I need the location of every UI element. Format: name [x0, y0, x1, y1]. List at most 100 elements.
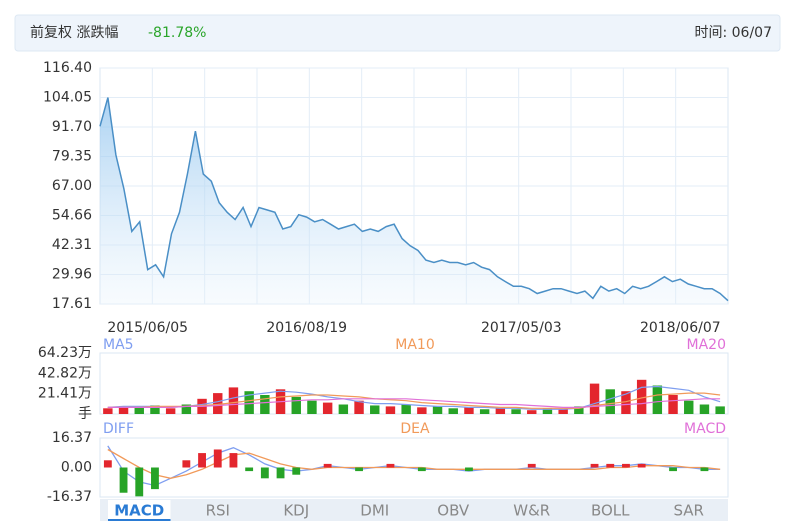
macd-bar [182, 460, 191, 468]
ma-line [107, 385, 721, 410]
volume-bar [385, 406, 396, 414]
volume-bar [260, 395, 270, 414]
volume-bar [338, 404, 349, 414]
y-tick-label: 67.00 [52, 178, 92, 194]
y-tick-label: 16.37 [52, 430, 92, 446]
ma-line [107, 392, 721, 409]
y-tick-label: 手 [78, 406, 92, 422]
tab[interactable]: KDJ [283, 502, 309, 520]
y-tick-label: 29.96 [52, 266, 92, 282]
volume-bar [448, 408, 458, 414]
macd-bar [292, 467, 301, 475]
tab[interactable]: RSI [206, 502, 230, 520]
volume-bar [464, 407, 474, 414]
macd-bar [260, 467, 269, 479]
y-tick-label: 116.40 [43, 60, 92, 76]
tab[interactable]: W&R [513, 502, 550, 520]
header-title: 前复权 涨跌幅 [30, 24, 118, 41]
x-tick-label: 2018/06/07 [640, 320, 721, 336]
tab[interactable]: BOLL [591, 502, 630, 520]
x-tick-label: 2016/08/19 [266, 320, 347, 336]
volume-bar [244, 391, 254, 414]
volume-bar [401, 404, 411, 414]
volume-bar [495, 408, 506, 414]
volume-bar [511, 409, 521, 414]
volume-bar [307, 400, 317, 414]
macd-bar [622, 463, 630, 468]
volume-bar [652, 385, 663, 414]
volume-bar [417, 407, 427, 414]
macd-bar [669, 467, 677, 472]
volume-bar [118, 406, 129, 414]
tab-active-bg [108, 500, 171, 521]
macd-bar [323, 463, 332, 468]
macd-line [107, 448, 721, 479]
tab[interactable]: DMI [360, 502, 389, 520]
volume-bar [527, 410, 537, 414]
y-tick-label: 42.82万 [38, 365, 92, 381]
macd-bar [386, 463, 395, 468]
volume-bar [574, 406, 584, 414]
tab[interactable]: SAR [674, 502, 704, 520]
volume-bar [605, 389, 615, 414]
volume-bar [228, 387, 239, 414]
volume-bar [621, 391, 631, 414]
price-line [99, 97, 729, 302]
macd-bar [355, 467, 363, 472]
macd-line [107, 445, 721, 487]
volume-bar [165, 408, 176, 414]
macd-bar [465, 467, 473, 472]
volume-bar [354, 400, 364, 414]
macd-bar [229, 453, 238, 468]
macd-bar [213, 449, 222, 468]
y-tick-label: -16.37 [47, 489, 92, 505]
volume-bar [684, 400, 694, 414]
volume-bar [699, 404, 710, 414]
volume-bar [715, 406, 725, 414]
macd-bar [135, 467, 144, 497]
volume-bar [589, 383, 600, 414]
volume-bar [636, 379, 647, 414]
x-tick-label: 2015/06/05 [107, 320, 188, 336]
y-tick-label: 21.41万 [38, 386, 92, 402]
macd-bar [606, 463, 615, 468]
volume-bar [150, 405, 160, 414]
volume-bar [558, 409, 568, 414]
legend-label: DEA [400, 421, 430, 437]
volume-bar [322, 402, 333, 414]
y-tick-label: 104.05 [43, 90, 92, 106]
y-tick-label: 17.61 [52, 296, 92, 312]
ma-line [107, 398, 721, 408]
y-tick-label: 64.23万 [38, 345, 92, 361]
macd-bar [700, 467, 709, 472]
y-tick-label: 79.35 [52, 149, 92, 165]
macd-bar [276, 467, 285, 479]
macd-bar [245, 467, 254, 472]
volume-bar [181, 404, 192, 414]
macd-bar [637, 463, 646, 468]
price-area [100, 97, 728, 304]
legend-label: MACD [684, 421, 726, 437]
volume-bar [370, 405, 380, 414]
y-tick-label: 54.66 [52, 207, 92, 223]
volume-bar [668, 395, 678, 414]
macd-bar [590, 463, 599, 468]
macd-bar [151, 467, 159, 490]
volume-bar [291, 396, 301, 414]
legend-label: MA5 [103, 337, 134, 353]
change: -81.78% [148, 25, 206, 41]
volume-bar [103, 408, 113, 414]
y-tick-label: 91.70 [52, 119, 92, 135]
macd-bar [527, 463, 536, 468]
macd-bar [103, 460, 112, 468]
macd-bar [198, 453, 206, 468]
macd-bar [119, 467, 128, 493]
tab[interactable]: OBV [437, 502, 470, 520]
macd-bar [417, 467, 426, 472]
volume-bar [213, 393, 223, 414]
header-bar [14, 14, 781, 52]
legend-label: MA20 [687, 337, 726, 353]
legend-label: MA10 [395, 337, 434, 353]
tab[interactable]: MACD [114, 502, 164, 520]
